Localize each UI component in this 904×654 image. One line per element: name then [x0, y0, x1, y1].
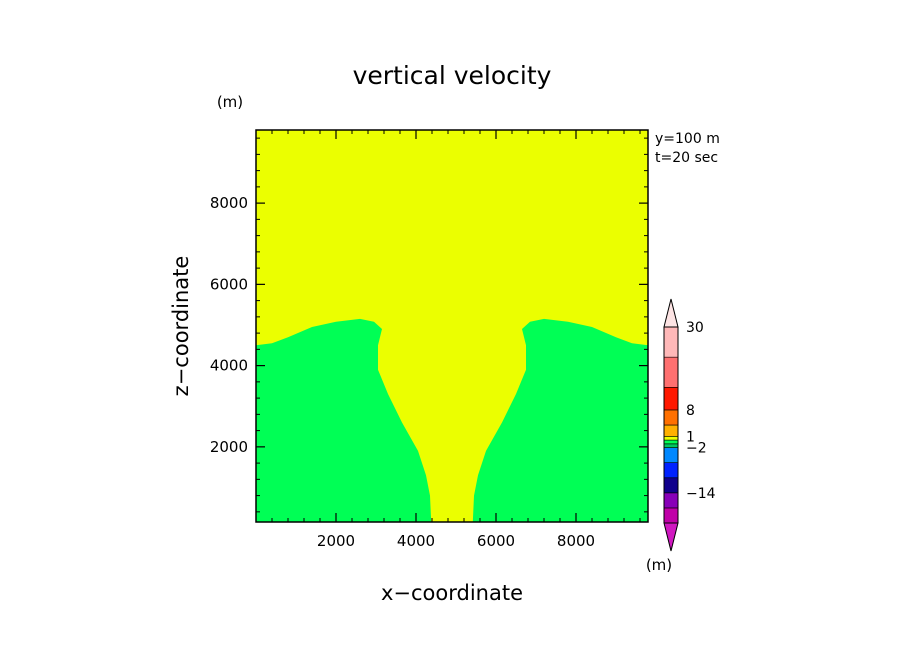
y-tick-label: 2000 [210, 438, 248, 456]
colorbar-under-arrow [663, 522, 679, 552]
colorbar-band [663, 443, 679, 448]
colorbar-band [663, 462, 679, 479]
colorbar: 30 8 1−2 −14 [663, 298, 716, 552]
y-tick-label: 8000 [210, 194, 248, 212]
x-tick-label: 8000 [557, 532, 595, 550]
plot-area: 2000 4000 6000 8000 2000 4000 6000 8000 [210, 129, 649, 550]
x-tick-label: 6000 [477, 532, 515, 550]
y-unit-label: (m) [217, 93, 243, 111]
colorbar-band [663, 507, 679, 524]
colorbar-label: −2 [686, 441, 707, 457]
chart-title: vertical velocity [353, 61, 552, 90]
y-axis-label: z−coordinate [169, 256, 193, 397]
colorbar-over-arrow [663, 298, 679, 328]
colorbar-band [663, 477, 679, 494]
y-tick-label: 4000 [210, 357, 248, 375]
colorbar-band [663, 409, 679, 426]
colorbar-frame [663, 326, 679, 524]
x-tick-label: 2000 [317, 532, 355, 550]
colorbar-band [663, 492, 679, 509]
colorbar-unit: (m) [646, 556, 672, 574]
region-right-lobe [472, 318, 648, 522]
colorbar-band [663, 439, 679, 445]
colorbar-label: 30 [686, 320, 704, 336]
y-tick-label: 6000 [210, 275, 248, 293]
x-axis-label: x−coordinate [381, 581, 523, 605]
colorbar-label: 8 [686, 403, 695, 419]
annotation-t: t=20 sec [655, 150, 718, 166]
colorbar-band [663, 326, 679, 358]
x-tick-label: 4000 [397, 532, 435, 550]
colorbar-band [663, 447, 679, 463]
annotation-y: y=100 m [655, 131, 720, 147]
plot-frame [255, 129, 649, 523]
colorbar-band [663, 356, 679, 388]
colorbar-band [663, 387, 679, 411]
colorbar-band [663, 436, 679, 441]
colorbar-label: 1 [686, 429, 695, 445]
colorbar-label: −14 [686, 486, 716, 502]
region-left-lobe [256, 318, 432, 522]
colorbar-band [663, 424, 679, 437]
